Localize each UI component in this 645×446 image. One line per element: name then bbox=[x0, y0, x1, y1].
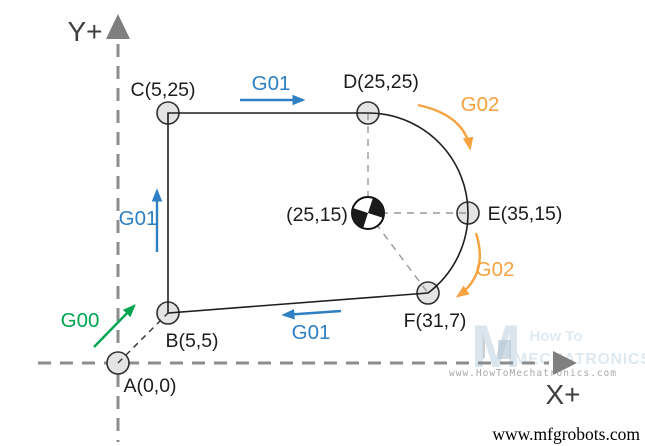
arc-center-quadrant-sw bbox=[352, 208, 368, 229]
g01-label-c-to-d: G01 bbox=[252, 72, 291, 95]
y-axis-label: Y+ bbox=[67, 16, 102, 47]
move-arrows bbox=[93, 94, 481, 348]
move-code-labels: G00 G01 G01 G02 G02 G01 bbox=[61, 72, 515, 344]
x-axis-label: X+ bbox=[545, 379, 580, 410]
arc-center-symbol bbox=[351, 196, 385, 230]
point-D-label: D(25,25) bbox=[343, 71, 419, 93]
point-labels: A(0,0) B(5,5) C(5,25) D(25,25) E(35,15) … bbox=[123, 71, 562, 397]
g01-label-b-to-c: G01 bbox=[119, 207, 158, 230]
g02-label-e-to-f: G02 bbox=[476, 258, 515, 281]
point-E-label: E(35,15) bbox=[488, 203, 563, 225]
point-B-label: B(5,5) bbox=[165, 330, 218, 352]
toolpath-outline bbox=[167, 112, 469, 314]
watermark-logo-shade bbox=[498, 340, 511, 359]
point-F-label: F(31,7) bbox=[404, 310, 467, 332]
g00-rapid-arrow-icon bbox=[93, 304, 136, 348]
footer-site-url: www.mfgrobots.com bbox=[492, 424, 640, 444]
point-C-label: C(5,25) bbox=[130, 79, 195, 101]
point-A-label: A(0,0) bbox=[123, 375, 176, 397]
x-axis-arrow-icon bbox=[553, 351, 577, 375]
arc-center-quadrant-ne bbox=[368, 197, 384, 218]
arc-center-label: (25,15) bbox=[286, 204, 348, 226]
watermark-logo-detail bbox=[477, 330, 485, 360]
y-axis-arrow-icon bbox=[106, 14, 130, 39]
g01-left-arrow-icon bbox=[281, 308, 342, 320]
watermark-logo-m: M bbox=[471, 313, 521, 380]
coordinate-axes: Y+ X+ bbox=[38, 14, 581, 442]
arc-center-quadrants bbox=[352, 197, 384, 229]
g00-label: G00 bbox=[61, 309, 100, 332]
watermark-url: www.HowToMechatronics.com bbox=[449, 368, 617, 379]
g02-bottom-arc-arrow-icon bbox=[455, 232, 481, 298]
g02-label-d-to-e: G02 bbox=[461, 93, 500, 116]
watermark-tagline-howto: How To bbox=[529, 328, 582, 345]
g01-label-f-to-b: G01 bbox=[292, 321, 331, 344]
rapid-move-dashed-line bbox=[117, 312, 169, 364]
g02-top-arc-arrow-icon bbox=[417, 103, 474, 151]
howtomechatronics-watermark: M How To MECHATRONICS www.HowToMechatron… bbox=[449, 313, 645, 380]
watermark-tagline-mechatronics: MECHATRONICS bbox=[514, 351, 645, 368]
